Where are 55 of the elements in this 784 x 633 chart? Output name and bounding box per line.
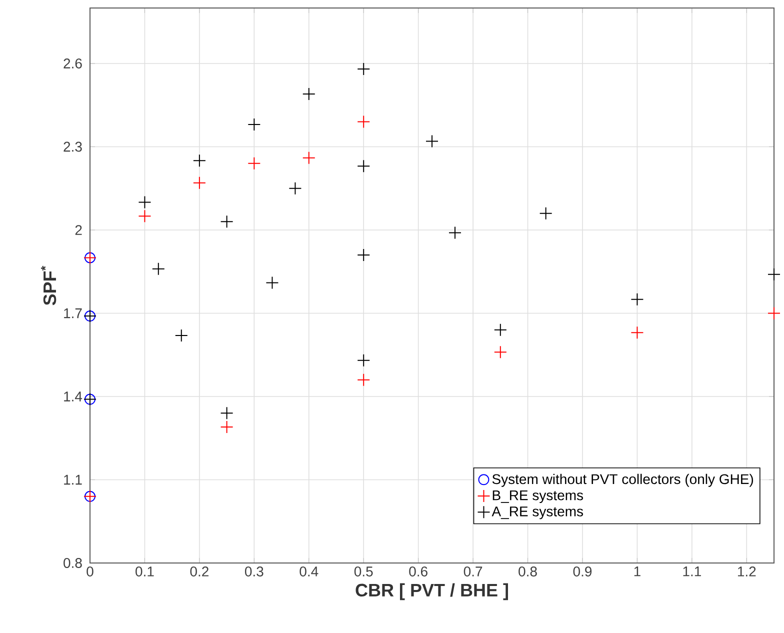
y-tick-label: 0.8	[64, 558, 82, 568]
point	[357, 62, 370, 76]
point	[494, 323, 507, 336]
point	[302, 88, 316, 101]
legend-label: B_RE systems	[492, 490, 584, 504]
x-tick-label: 0.5	[354, 566, 373, 576]
legend-label: A_RE systems	[492, 506, 584, 520]
x-tick-label: 0.8	[518, 566, 537, 576]
x-tick-label: 1.1	[683, 566, 701, 576]
point	[248, 118, 261, 132]
point	[494, 346, 507, 359]
point	[288, 182, 302, 195]
point	[192, 154, 206, 168]
point	[357, 160, 370, 173]
x-tick-label: 0	[86, 566, 94, 576]
y-axis-title: SPF$^{*}$	[41, 266, 56, 306]
x-tick-label: 0.1	[136, 566, 154, 576]
point	[266, 276, 279, 290]
point	[357, 115, 370, 128]
y-tick-label: 2.3	[64, 142, 82, 152]
x-tick-label: 0.7	[464, 566, 482, 576]
point	[357, 373, 370, 386]
point	[138, 210, 152, 223]
point	[192, 176, 206, 190]
point	[138, 196, 152, 209]
x-axis-title: CBR [ PVT / BHE ]	[356, 583, 508, 600]
point	[426, 134, 439, 148]
point	[220, 406, 234, 420]
point	[357, 248, 370, 262]
x-tick-label: 0.3	[244, 566, 264, 576]
y-tick-label: 1.4	[64, 392, 82, 402]
point	[630, 326, 644, 340]
x-tick-label: 1	[634, 566, 640, 576]
y-tick-label: 1.1	[64, 474, 82, 485]
point	[302, 151, 316, 164]
point	[174, 328, 188, 342]
point	[357, 354, 370, 367]
x-tick-label: 0.6	[409, 566, 428, 576]
point	[220, 215, 234, 228]
point	[768, 306, 781, 320]
point	[768, 268, 781, 281]
x-tick-label: 0.4	[300, 566, 318, 576]
point	[152, 262, 165, 276]
point	[248, 156, 261, 170]
legend-label: System without PVT collectors (only GHE)	[492, 474, 754, 487]
y-tick-label: 2	[75, 225, 82, 235]
point	[448, 226, 462, 240]
x-tick-label: 0.2	[190, 566, 208, 576]
y-tick-label: 1.7	[64, 308, 82, 318]
point	[220, 420, 234, 434]
point	[539, 206, 552, 220]
x-tick-label: 0.9	[573, 566, 592, 576]
x-tick-label: 1.2	[738, 566, 756, 576]
y-tick-label: 2.6	[64, 58, 82, 68]
point	[630, 292, 644, 306]
